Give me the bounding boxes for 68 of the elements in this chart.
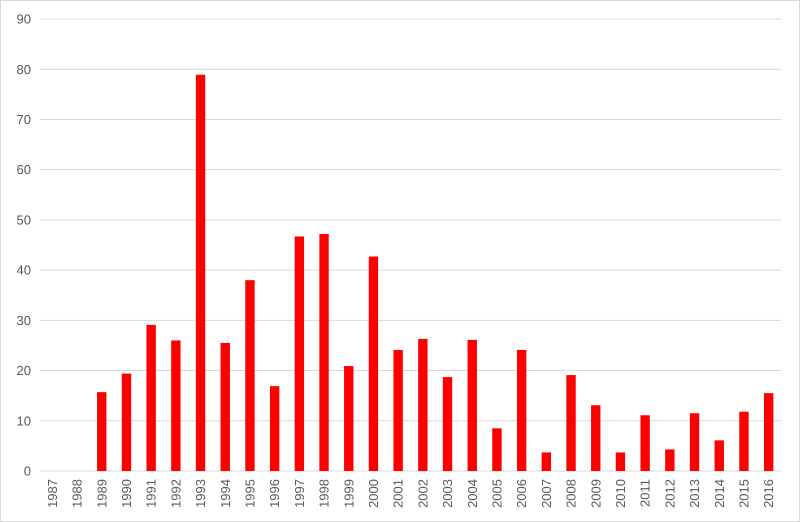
- x-tick-label: 2003: [440, 479, 456, 508]
- y-tick-label: 20: [16, 363, 31, 378]
- bar: [344, 366, 354, 471]
- bar: [764, 393, 774, 471]
- bar: [690, 413, 700, 471]
- x-tick-label: 2009: [588, 479, 604, 508]
- x-tick-label: 2014: [712, 479, 727, 508]
- x-tick-label: 1996: [267, 479, 282, 508]
- y-tick-label: 10: [16, 413, 31, 428]
- bar: [196, 74, 206, 471]
- x-tick-label: 2012: [662, 479, 678, 508]
- x-tick-label: 2006: [514, 479, 530, 508]
- x-tick-label: 2015: [736, 479, 752, 508]
- bar: [442, 377, 452, 471]
- x-tick-label: 2008: [564, 479, 579, 508]
- x-tick-label: 1990: [119, 479, 134, 508]
- x-tick-label: 1987: [44, 479, 60, 508]
- bar: [122, 374, 132, 471]
- bar: [171, 340, 181, 471]
- bar: [294, 236, 304, 471]
- bar: [220, 342, 230, 471]
- x-tick-label: 1989: [94, 479, 110, 508]
- x-tick-label: 1993: [193, 479, 208, 508]
- bar: [616, 452, 626, 471]
- x-tick-label: 1991: [144, 479, 159, 508]
- bar: [146, 324, 156, 471]
- x-tick-label: 2005: [490, 479, 504, 508]
- x-tick-label: 2001: [390, 479, 406, 508]
- y-tick-label: 50: [16, 212, 31, 228]
- bar: [714, 440, 724, 471]
- x-tick-label: 2016: [761, 479, 776, 508]
- bar: [640, 415, 650, 471]
- x-tick-label: 2002: [415, 479, 430, 508]
- y-tick-label: 30: [16, 312, 31, 328]
- bar: [468, 340, 477, 471]
- x-tick-label: 2000: [366, 479, 381, 508]
- x-tick-label: 1994: [218, 479, 233, 508]
- x-tick-label: 2004: [464, 479, 480, 508]
- bar: [566, 375, 576, 471]
- bar: [393, 350, 403, 471]
- x-tick-label: 2007: [538, 479, 554, 508]
- x-tick-label: 1999: [341, 479, 356, 508]
- x-tick-label: 1995: [242, 479, 258, 508]
- bar: [665, 449, 675, 471]
- bar: [542, 452, 552, 471]
- x-tick-label: 2011: [638, 479, 653, 507]
- bar: [516, 350, 526, 471]
- y-tick-label: 40: [16, 262, 31, 278]
- bar: [418, 338, 428, 471]
- y-tick-label: 60: [16, 162, 31, 178]
- y-tick-label: 90: [16, 12, 31, 27]
- x-tick-label: 1997: [292, 479, 307, 508]
- x-tick-label: 1992: [168, 479, 184, 508]
- bar: [368, 256, 378, 471]
- bar: [591, 405, 600, 471]
- bar: [739, 412, 749, 471]
- x-tick-label: 2010: [613, 479, 628, 508]
- bar: [97, 392, 106, 471]
- y-tick-label: 80: [16, 62, 31, 77]
- bar: [319, 234, 329, 471]
- bar: [245, 280, 255, 471]
- bar: [270, 386, 280, 471]
- y-tick-label: 0: [24, 464, 31, 479]
- x-tick-label: 1998: [316, 479, 332, 508]
- x-tick-label: 1988: [70, 479, 85, 508]
- y-tick-label: 70: [16, 112, 31, 127]
- bar: [492, 428, 502, 471]
- x-tick-label: 2013: [687, 479, 702, 508]
